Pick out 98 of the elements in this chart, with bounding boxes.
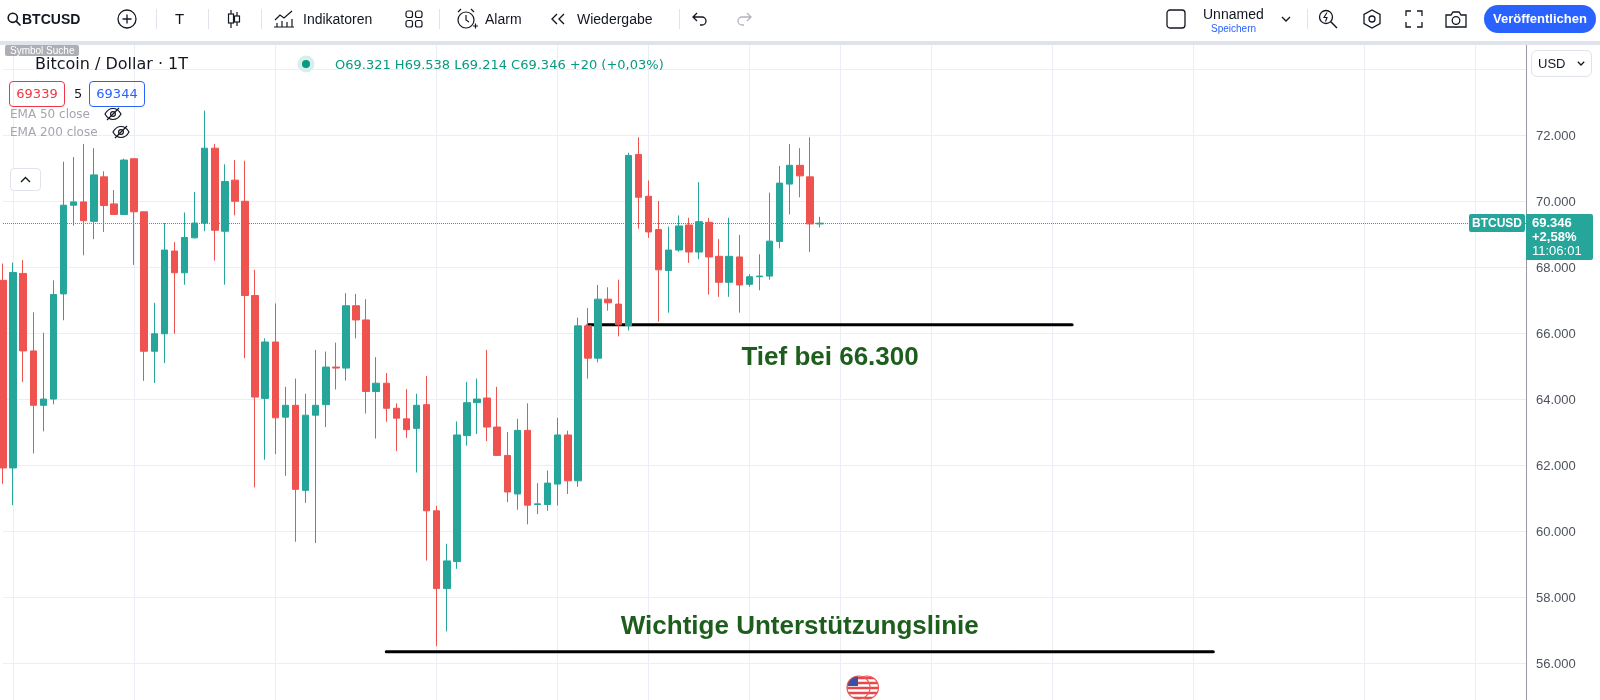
y-tick-label: 70.000 bbox=[1536, 194, 1576, 210]
annotation: 69339 bbox=[9, 81, 65, 107]
candlestick bbox=[655, 200, 662, 323]
candlestick bbox=[786, 143, 793, 215]
candlestick bbox=[604, 286, 612, 312]
candlestick bbox=[272, 302, 279, 455]
candlestick bbox=[413, 393, 420, 474]
candlestick bbox=[534, 482, 541, 515]
y-tick-label: 66.000 bbox=[1536, 325, 1576, 341]
y-tick-label: 60.000 bbox=[1536, 523, 1576, 539]
candlestick bbox=[443, 543, 451, 632]
candlestick bbox=[483, 349, 491, 442]
candlestick bbox=[615, 279, 622, 337]
candlestick bbox=[30, 311, 37, 454]
candlestick bbox=[251, 269, 259, 488]
series-label: Wichtige Unterstützungslinie bbox=[620, 609, 979, 640]
annotation: BTCUSD bbox=[1469, 214, 1525, 233]
text: 11:06:01 bbox=[1532, 243, 1582, 259]
candlestick bbox=[322, 351, 330, 428]
annotation: 69344 bbox=[89, 81, 145, 107]
text: Indikatoren bbox=[303, 11, 373, 27]
candlestick bbox=[715, 238, 723, 298]
text: Bitcoin / Dollar · 1T bbox=[35, 54, 189, 73]
y-tick-label: 56.000 bbox=[1536, 655, 1576, 671]
candlestick bbox=[524, 402, 531, 525]
candlestick bbox=[544, 470, 551, 512]
y-tick-label: 58.000 bbox=[1536, 589, 1576, 605]
candlestick bbox=[110, 189, 118, 215]
candlestick bbox=[514, 418, 521, 511]
candlestick bbox=[806, 136, 814, 253]
text: Wiedergabe bbox=[577, 11, 653, 27]
candlestick bbox=[463, 381, 471, 447]
candlestick bbox=[312, 349, 319, 544]
annotation: EMA 50 close bbox=[10, 107, 90, 121]
candlestick bbox=[302, 393, 309, 504]
text: Speichern bbox=[1211, 23, 1257, 34]
text: T bbox=[175, 10, 185, 28]
candlestick bbox=[403, 388, 410, 439]
candlestick bbox=[372, 356, 380, 440]
text: Unnamed bbox=[1203, 6, 1264, 22]
candlestick bbox=[19, 259, 27, 383]
candlestick bbox=[453, 420, 461, 570]
candlestick bbox=[80, 143, 87, 256]
text: BTCUSD bbox=[22, 11, 81, 27]
candlestick bbox=[241, 160, 249, 359]
candlestick bbox=[100, 170, 108, 233]
candlestick bbox=[645, 179, 652, 239]
candlestick bbox=[352, 293, 360, 339]
text: +2,58% bbox=[1532, 229, 1577, 245]
candlestick bbox=[554, 417, 561, 507]
candlestick bbox=[665, 226, 672, 314]
candlestick bbox=[473, 378, 481, 435]
candlestick bbox=[40, 332, 47, 432]
candlestick bbox=[211, 143, 219, 262]
candlestick bbox=[151, 302, 158, 384]
annotation: EMA 200 close bbox=[10, 125, 98, 139]
y-tick-label: 72.000 bbox=[1536, 128, 1576, 144]
candlestick bbox=[423, 375, 430, 562]
candlestick bbox=[342, 292, 350, 382]
candlestick bbox=[282, 386, 289, 477]
candlestick bbox=[393, 402, 400, 452]
candlestick bbox=[120, 158, 128, 215]
candlestick bbox=[756, 253, 763, 291]
y-tick-label: 62.000 bbox=[1536, 457, 1576, 473]
candlestick bbox=[594, 284, 602, 363]
candlestick bbox=[292, 378, 299, 543]
text: Veröffentlichen bbox=[1484, 5, 1596, 33]
y-tick-label: 64.000 bbox=[1536, 391, 1576, 407]
candlestick bbox=[564, 430, 572, 495]
candlestick bbox=[171, 241, 178, 335]
ref-line-label: 69.346 bbox=[1532, 215, 1572, 231]
candlestick bbox=[231, 159, 239, 216]
annotation: 5 bbox=[74, 86, 83, 101]
candlestick bbox=[504, 431, 511, 503]
text: Alarm bbox=[485, 11, 522, 27]
candlestick bbox=[332, 342, 340, 390]
candlestick bbox=[796, 147, 804, 198]
candlestick bbox=[50, 279, 57, 405]
y-tick-label: 68.000 bbox=[1536, 260, 1576, 276]
candlestick bbox=[685, 217, 693, 264]
candlestick bbox=[130, 158, 138, 266]
candlestick bbox=[140, 211, 148, 382]
text: USD bbox=[1538, 56, 1566, 71]
series-label: Tief bei 66.300 bbox=[741, 340, 919, 371]
candlestick bbox=[746, 273, 753, 288]
text: O69.321 H69.538 L69.214 C69.346 +20 (+0,03%) bbox=[335, 57, 664, 72]
candlestick bbox=[362, 298, 370, 415]
candlestick bbox=[383, 372, 390, 423]
candlestick bbox=[574, 317, 582, 488]
candlestick bbox=[433, 505, 440, 647]
candlestick bbox=[0, 263, 7, 485]
candlestick bbox=[493, 386, 501, 457]
candlestick bbox=[705, 217, 713, 296]
candlestick bbox=[584, 307, 592, 380]
candlestick bbox=[635, 136, 642, 230]
candlestick bbox=[736, 234, 743, 314]
annotation: Symbol Suche bbox=[5, 45, 80, 56]
candlestick bbox=[261, 337, 269, 461]
